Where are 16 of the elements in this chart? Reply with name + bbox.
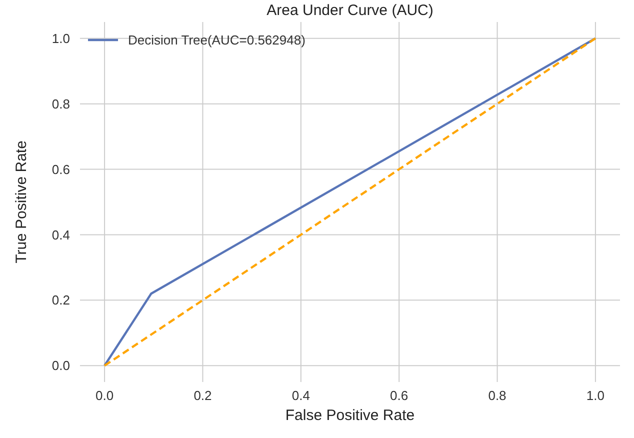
x-axis-title: False Positive Rate	[285, 407, 415, 424]
y-axis-title: True Positive Rate	[13, 140, 30, 264]
x-tick-label: 0.6	[390, 388, 408, 403]
x-tick-label: 0.4	[292, 388, 310, 403]
x-tick-label: 0.8	[488, 388, 506, 403]
x-tick-label: 0.0	[96, 388, 114, 403]
y-tick-label: 1.0	[52, 30, 70, 46]
y-tick-label: 0.4	[52, 227, 70, 242]
x-tick-label: 0.2	[194, 388, 212, 403]
chart-title: Area Under Curve (AUC)	[266, 2, 434, 19]
y-tick-label: 0.2	[52, 292, 70, 308]
y-tick-label: 0.6	[52, 162, 70, 177]
y-tick-label: 0.0	[52, 358, 70, 374]
y-tick-label: 0.8	[52, 96, 70, 112]
x-tick-label: 1.0	[586, 388, 604, 403]
legend-label: Decision Tree(AUC=0.562948)	[128, 32, 306, 48]
